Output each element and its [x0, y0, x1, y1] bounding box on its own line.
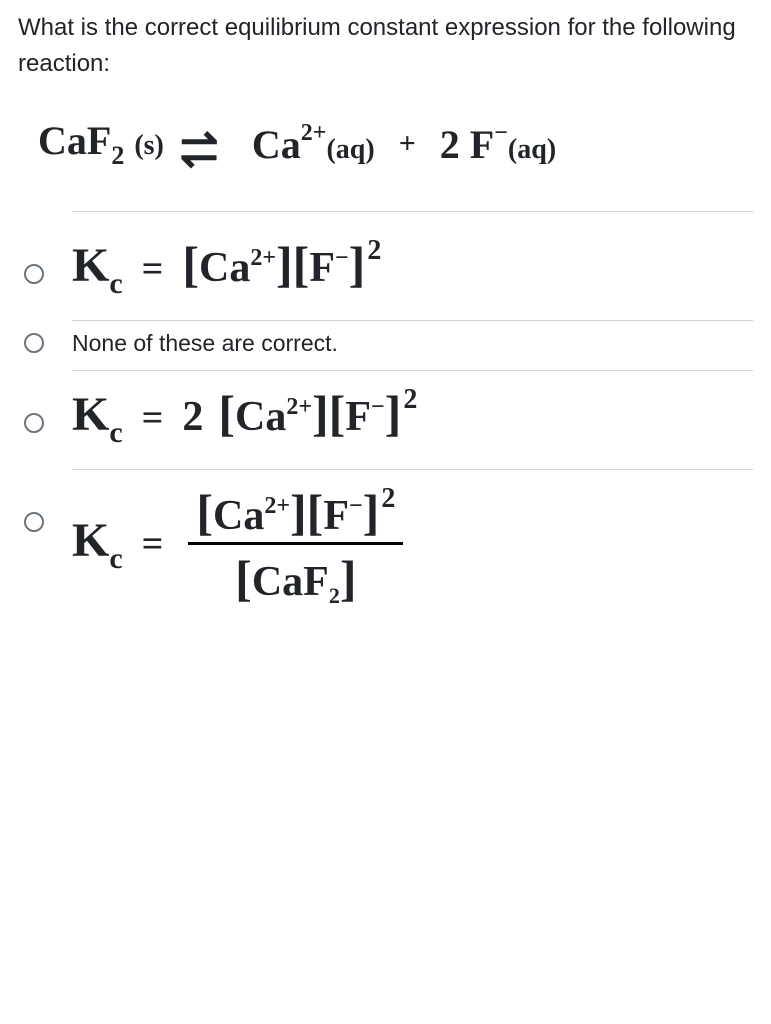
- option-a[interactable]: Kc = [Ca2+][F−]2: [18, 222, 753, 320]
- ca-ion: Ca: [213, 493, 264, 539]
- equals: =: [142, 523, 164, 565]
- option-b[interactable]: None of these are correct.: [18, 321, 753, 370]
- rbracket: ]: [276, 236, 293, 292]
- product1-sup: 2+: [301, 120, 327, 146]
- kc-k: K: [72, 239, 109, 292]
- lbracket2: [: [307, 484, 324, 540]
- product-2: 2 F−(aq): [440, 120, 556, 168]
- ca-ion: Ca: [235, 394, 286, 440]
- coef-2: 2: [182, 394, 203, 440]
- reactant-formula: CaF: [38, 118, 111, 163]
- reactant: CaF2 (s): [38, 117, 164, 171]
- fraction: [Ca2+][F−]2 [CaF2]: [188, 484, 403, 608]
- outer-sup: 2: [367, 235, 381, 266]
- kc-sub: c: [109, 542, 122, 575]
- ca-sup: 2+: [286, 394, 312, 420]
- kc-k: K: [72, 514, 109, 567]
- rbracket: ]: [312, 385, 329, 441]
- outer-sup: 2: [403, 384, 417, 415]
- option-c-radio[interactable]: [24, 413, 44, 433]
- lbracket2: [: [293, 236, 310, 292]
- rbracket2: ]: [349, 236, 366, 292]
- option-d-radio[interactable]: [24, 512, 44, 532]
- reactant-phase: (s): [134, 130, 164, 161]
- denominator: [CaF2]: [188, 542, 403, 608]
- option-d[interactable]: Kc = [Ca2+][F−]2 [CaF2]: [18, 470, 753, 628]
- option-a-expression: Kc = [Ca2+][F−]2: [72, 236, 753, 300]
- lbracket: [: [235, 550, 252, 606]
- question-page: What is the correct equilibrium constant…: [0, 0, 771, 648]
- product2-sup: −: [494, 120, 508, 146]
- option-b-radio[interactable]: [24, 333, 44, 353]
- product2-phase: (aq): [508, 134, 556, 165]
- equals: =: [142, 248, 164, 290]
- lbracket: [: [182, 236, 199, 292]
- f-ion: F: [323, 493, 349, 539]
- rbracket2: ]: [385, 385, 402, 441]
- option-b-text: None of these are correct.: [72, 331, 753, 356]
- kc-sub: c: [109, 267, 122, 300]
- kc-sub: c: [109, 416, 122, 449]
- equals: =: [142, 397, 164, 439]
- f-ion: F: [345, 394, 371, 440]
- reactant-sub: 2: [111, 141, 124, 170]
- equilibrium-arrow-icon: [180, 124, 236, 164]
- kc-k: K: [72, 388, 109, 441]
- f-sup: −: [349, 493, 363, 519]
- product2-coef: 2: [440, 122, 460, 167]
- f-sup: −: [371, 394, 385, 420]
- rbracket2: ]: [363, 484, 380, 540]
- f-sup: −: [335, 245, 349, 271]
- options-group: Kc = [Ca2+][F−]2 None of these are corre…: [18, 212, 753, 628]
- option-c[interactable]: Kc = 2 [Ca2+][F−]2: [18, 371, 753, 469]
- option-c-expression: Kc = 2 [Ca2+][F−]2: [72, 385, 753, 449]
- outer-sup: 2: [381, 483, 395, 514]
- ca-sup: 2+: [250, 245, 276, 271]
- lbracket: [: [218, 385, 235, 441]
- caf2-sub: 2: [329, 583, 340, 608]
- product1-formula: Ca: [252, 122, 301, 167]
- product2-formula: F: [470, 122, 494, 167]
- ca-ion: Ca: [199, 245, 250, 291]
- ca-sup: 2+: [264, 493, 290, 519]
- rbracket: ]: [290, 484, 307, 540]
- option-d-expression: Kc = [Ca2+][F−]2 [CaF2]: [72, 484, 753, 608]
- product1-phase: (aq): [326, 134, 374, 165]
- question-text: What is the correct equilibrium constant…: [18, 10, 753, 82]
- plus-symbol: +: [399, 127, 416, 160]
- rbracket: ]: [340, 550, 357, 606]
- option-a-radio[interactable]: [24, 264, 44, 284]
- f-ion: F: [309, 245, 335, 291]
- product-1: Ca2+(aq): [252, 120, 375, 168]
- lbracket2: [: [329, 385, 346, 441]
- numerator: [Ca2+][F−]2: [188, 484, 403, 542]
- reaction-equation: CaF2 (s) Ca2+(aq) + 2 F−(aq): [18, 106, 753, 211]
- lbracket: [: [196, 484, 213, 540]
- caf2: CaF: [252, 559, 329, 605]
